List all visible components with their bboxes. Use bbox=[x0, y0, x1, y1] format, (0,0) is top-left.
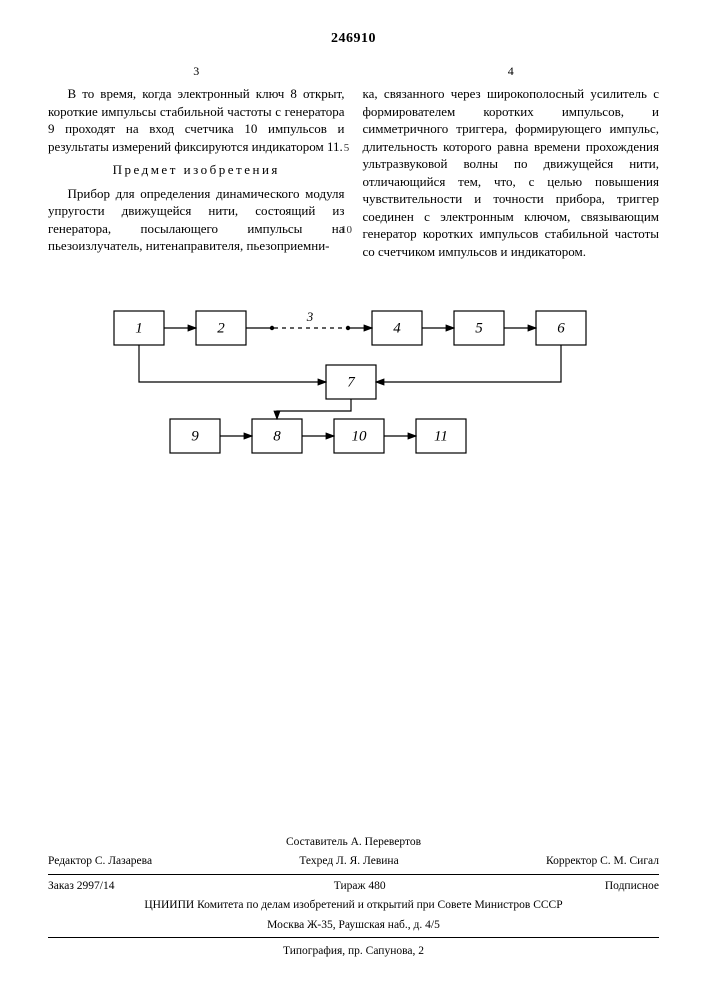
thread-label: 3 bbox=[305, 309, 313, 324]
block-diagram-wrap: 1 2 4 5 6 7 bbox=[48, 293, 659, 463]
footer-org: ЦНИИПИ Комитета по делам изобретений и о… bbox=[48, 896, 659, 916]
box-6: 6 bbox=[536, 311, 586, 345]
svg-text:2: 2 bbox=[217, 320, 225, 336]
col-page-left: 3 bbox=[48, 63, 345, 79]
footer-typo: Типография, пр. Сапунова, 2 bbox=[48, 944, 659, 960]
svg-text:10: 10 bbox=[351, 428, 367, 444]
svg-text:9: 9 bbox=[191, 428, 199, 444]
box-10: 10 bbox=[334, 419, 384, 453]
arrow-1-7 bbox=[139, 345, 326, 382]
svg-text:1: 1 bbox=[135, 320, 143, 336]
box-1: 1 bbox=[114, 311, 164, 345]
node-4-start bbox=[345, 325, 349, 329]
svg-text:4: 4 bbox=[393, 320, 401, 336]
svg-text:5: 5 bbox=[475, 320, 483, 336]
footer: Составитель А. Перевертов Редактор С. Ла… bbox=[48, 833, 659, 960]
text-columns: 3 В то время, когда электронный ключ 8 о… bbox=[48, 63, 659, 267]
svg-text:6: 6 bbox=[557, 320, 565, 336]
block-diagram: 1 2 4 5 6 7 bbox=[94, 293, 614, 463]
svg-text:11: 11 bbox=[434, 428, 448, 444]
footer-order: Заказ 2997/14 bbox=[48, 879, 115, 895]
left-para-1: В то время, когда электронный ключ 8 отк… bbox=[48, 85, 345, 155]
right-para: ка, связанного через широкополосный усил… bbox=[363, 85, 660, 260]
left-column: 3 В то время, когда электронный ключ 8 о… bbox=[48, 63, 345, 267]
box-5: 5 bbox=[454, 311, 504, 345]
left-para-2: Прибор для определения динамического мод… bbox=[48, 185, 345, 255]
doc-number: 246910 bbox=[48, 30, 659, 49]
footer-tirazh: Тираж 480 bbox=[334, 879, 386, 895]
arrow-6-7 bbox=[376, 345, 561, 382]
footer-compiler: Составитель А. Перевертов bbox=[48, 833, 659, 853]
box-2: 2 bbox=[196, 311, 246, 345]
line-marker-5: 5 bbox=[340, 141, 354, 156]
box-9: 9 bbox=[170, 419, 220, 453]
footer-editor: Редактор С. Лазарева bbox=[48, 854, 152, 870]
arrow-7-8 bbox=[277, 399, 351, 419]
box-8: 8 bbox=[252, 419, 302, 453]
claim-header: Предмет изобретения bbox=[48, 161, 345, 179]
line-marker-10: 10 bbox=[340, 223, 354, 238]
footer-corrector: Корректор С. М. Сигал bbox=[546, 854, 659, 870]
right-column: 4 5 10 ка, связанного через широкополосн… bbox=[363, 63, 660, 267]
svg-text:8: 8 bbox=[273, 428, 281, 444]
node-2-end bbox=[269, 325, 273, 329]
box-7: 7 bbox=[326, 365, 376, 399]
footer-addr: Москва Ж-35, Раушская наб., д. 4/5 bbox=[48, 916, 659, 936]
box-11: 11 bbox=[416, 419, 466, 453]
footer-techred: Техред Л. Я. Левина bbox=[299, 854, 398, 870]
col-page-right: 4 bbox=[363, 63, 660, 79]
box-4: 4 bbox=[372, 311, 422, 345]
footer-podpis: Подписное bbox=[605, 879, 659, 895]
